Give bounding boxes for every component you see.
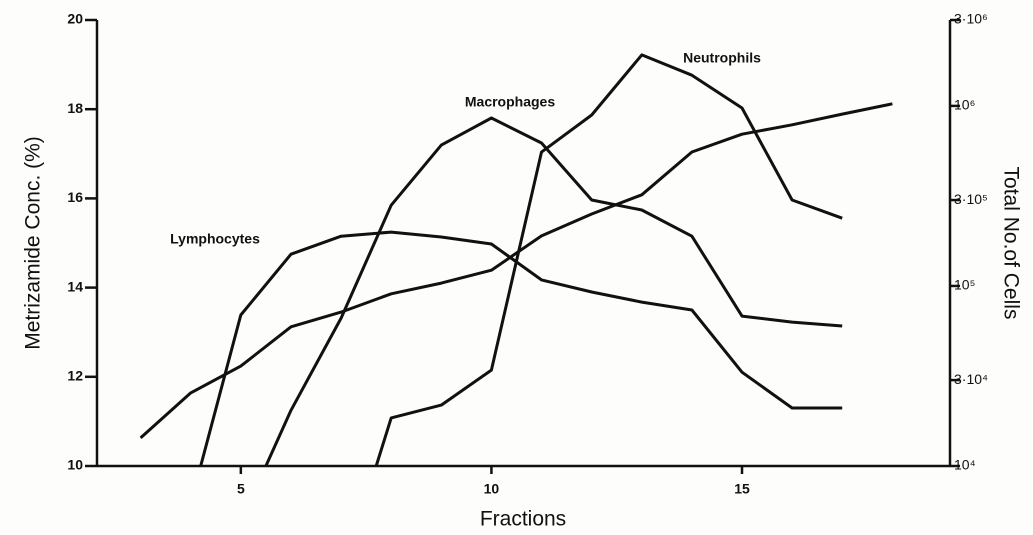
series-line: [264, 116, 843, 467]
y2-tick-label: 3·10⁶: [954, 11, 988, 27]
series-line: [139, 102, 893, 440]
y2-tick-label: 10⁵: [954, 277, 975, 293]
series-line: [199, 230, 843, 467]
x-tick-label: 10: [484, 481, 500, 497]
y-tick-label: 12: [67, 368, 83, 384]
y2-tick-label: 10⁶: [954, 97, 975, 113]
y-tick-label: 18: [67, 100, 83, 116]
y-tick-label: 10: [67, 457, 83, 473]
y2-axis-label: Total No.of Cells: [999, 167, 1022, 320]
series-line: [374, 53, 843, 467]
x-axis-label: Fractions: [480, 508, 566, 531]
series-label: Macrophages: [465, 94, 555, 110]
y-tick-label: 16: [67, 189, 83, 205]
series-label: Lymphocytes: [170, 231, 260, 247]
y-tick-label: 14: [67, 278, 83, 294]
y-axis-label: Metrizamide Conc. (%): [22, 136, 45, 350]
y2-tick-label: 3·10⁵: [954, 191, 988, 207]
x-tick-label: 5: [237, 481, 245, 497]
series-label: Neutrophils: [683, 50, 761, 66]
y2-tick-label: 3·10⁴: [954, 371, 988, 387]
y-tick-label: 20: [67, 11, 83, 27]
y2-tick-label: 10⁴: [954, 457, 976, 473]
x-tick-label: 15: [734, 481, 750, 497]
